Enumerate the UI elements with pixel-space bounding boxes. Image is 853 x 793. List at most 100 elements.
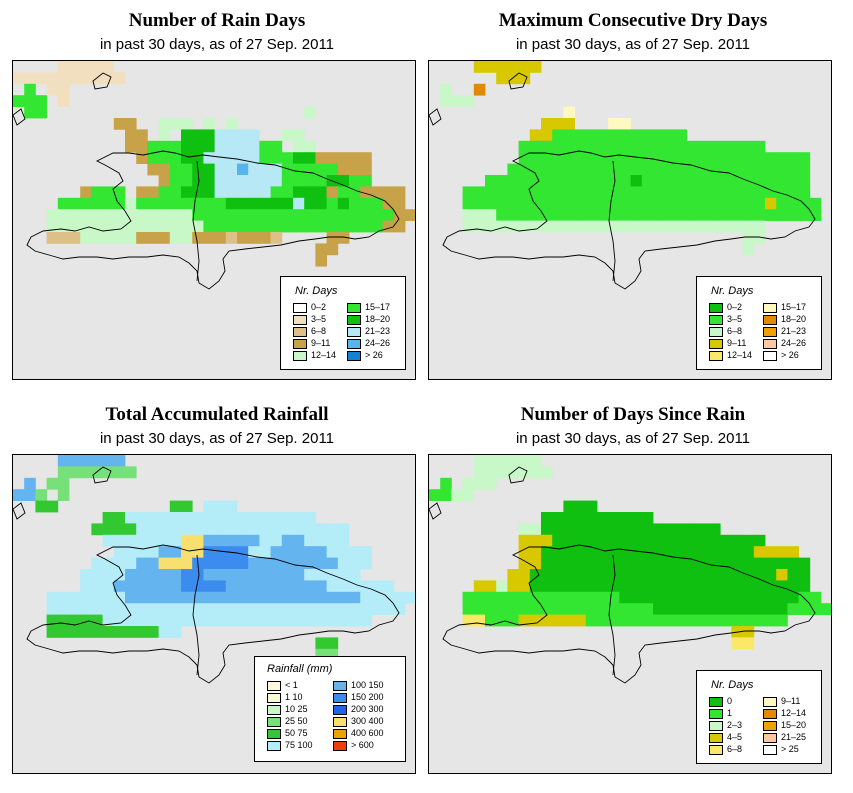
grid-cell [248,129,260,142]
grid-cell [485,175,497,187]
grid-cell [181,232,193,244]
grid-cell [473,580,486,593]
grid-cell [259,580,271,593]
grid-cell [382,209,395,221]
grid-cell [630,152,643,164]
legend-label: 10 25 [285,704,308,714]
grid-cell [270,175,283,187]
map-legend: Rainfall (mm) < 1 1 10 10 25 25 50 50 75 75 1… [254,656,406,762]
grid-cell [709,523,721,536]
grid-cell [485,591,497,604]
grid-cell [158,118,171,130]
grid-cell [136,569,148,581]
grid-cell [675,557,687,570]
grid-cell [574,500,587,513]
grid-cell [641,197,654,210]
grid-cell [147,626,159,638]
grid-cell [360,152,372,164]
border-line [192,554,200,676]
grid-cell [686,209,699,221]
grid-cell [69,220,81,233]
grid-cell [102,186,115,199]
grid-cell [653,186,665,199]
legend-swatch [709,721,723,731]
grid-cell [686,152,699,164]
grid-cell [293,614,305,627]
legend-swatch [709,339,723,349]
grid-cell [619,186,631,199]
grid-cell [619,512,631,524]
grid-cell [507,163,519,176]
grid-cell [214,129,227,142]
grid-cell [203,580,215,593]
grid-cell [225,512,238,524]
grid-cell [304,197,316,210]
grid-cell [304,546,316,558]
grid-cell [697,534,710,547]
grid-cell [147,534,159,547]
grid-cell [259,512,271,524]
grid-cell [742,557,755,570]
grid-cell [326,637,339,650]
grid-cell [585,152,598,164]
grid-cell [619,534,631,547]
grid-cell [113,523,126,536]
grid-cell [462,95,475,107]
grid-cell [158,129,171,142]
grid-cell [731,603,743,615]
grid-cell [315,534,327,547]
grid-cell [102,455,115,467]
grid-cell [473,466,486,479]
grid-cell [507,72,519,85]
grid-cell [608,580,620,593]
grid-cell [259,614,271,627]
grid-cell [552,209,564,221]
grid-cell [393,209,406,221]
grid-cell [529,186,542,199]
grid-cell [552,580,564,593]
grid-cell [473,61,486,73]
grid-cell [293,569,305,581]
grid-cell [574,557,587,570]
grid-cell [641,603,654,615]
grid-cell [765,197,777,210]
grid-cell [315,254,327,267]
grid-cell [169,500,182,513]
grid-cell [563,186,575,199]
grid-cell [641,220,654,233]
grid-cell [371,186,383,199]
grid-cell [315,220,327,233]
grid-cell [574,569,587,581]
grid-cell [787,557,799,570]
grid-cell [630,197,643,210]
grid-cell [641,512,654,524]
grid-cell [13,489,25,501]
grid-cell [270,232,283,244]
grid-cell [518,603,531,615]
grid-cell [473,603,486,615]
grid-cell [326,534,339,547]
grid-cell [203,232,215,244]
grid-cell [113,546,126,558]
grid-cell [574,220,587,233]
grid-cell [630,603,643,615]
grid-cell [731,163,743,176]
grid-cell [462,197,475,210]
grid-cell [585,546,598,558]
grid-cell [237,569,249,581]
grid-cell [113,118,126,130]
grid-cell [496,580,508,593]
grid-cell [293,152,305,164]
grid-cell [69,591,81,604]
grid-cell [281,546,294,558]
coastline [26,150,400,290]
grid-cell [225,209,238,221]
legend-label: < 1 [285,680,298,690]
legend-swatch [267,693,281,703]
grid-cell [731,220,743,233]
grid-cell [686,569,699,581]
grid-cell [181,534,193,547]
grid-cell [237,603,249,615]
legend-label: 9–11 [311,338,331,348]
grid-cell [57,232,70,244]
